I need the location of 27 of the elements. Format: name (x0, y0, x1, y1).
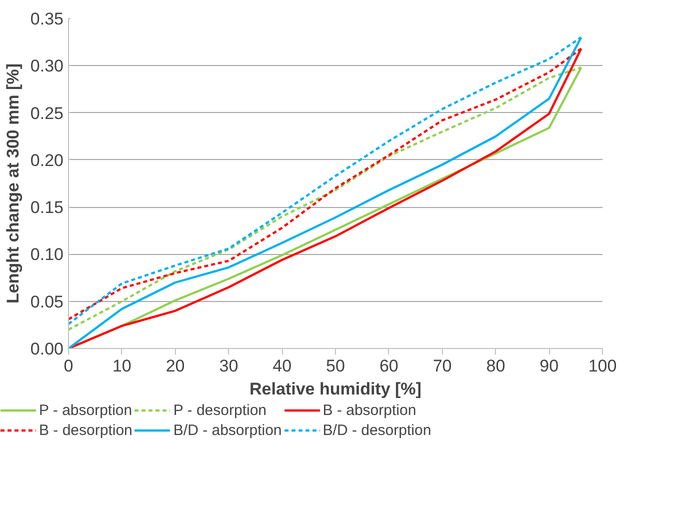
legend-label: P - desorption (173, 401, 267, 419)
y-tick-label: 0.30 (30, 56, 64, 76)
x-tick-label: 80 (486, 356, 506, 376)
x-tick-label: 20 (166, 356, 185, 376)
x-tick-label: 100 (588, 356, 617, 376)
y-tick-label: 0.20 (30, 150, 64, 170)
x-axis-title: Relative humidity [%] (250, 380, 422, 398)
legend-label: B/D - desorption (322, 421, 432, 439)
y-tick-label: 0.10 (30, 245, 64, 264)
y-tick-label: 0.05 (30, 292, 64, 312)
y-axis-title: Lenght change at 300 mm [%] (3, 64, 22, 304)
x-tick-label: 70 (432, 356, 452, 376)
legend-label: B/D - absorption (173, 421, 282, 439)
x-tick-label: 0 (64, 356, 74, 376)
y-tick-label: 0.15 (30, 198, 64, 218)
x-tick-label: 50 (326, 356, 345, 376)
legend-label: B - absorption (322, 401, 416, 419)
legend-label: B - desorption (39, 421, 132, 439)
x-tick-label: 60 (379, 356, 398, 376)
legend-label: P - absorption (39, 401, 132, 419)
x-tick-label: 10 (112, 356, 132, 376)
x-tick-label: 40 (272, 356, 292, 376)
y-tick-label: 0.00 (30, 340, 64, 358)
y-tick-label: 0.35 (30, 10, 64, 28)
x-tick-label: 30 (219, 356, 238, 376)
x-tick-label: 90 (540, 356, 559, 376)
y-tick-label: 0.25 (30, 104, 64, 123)
